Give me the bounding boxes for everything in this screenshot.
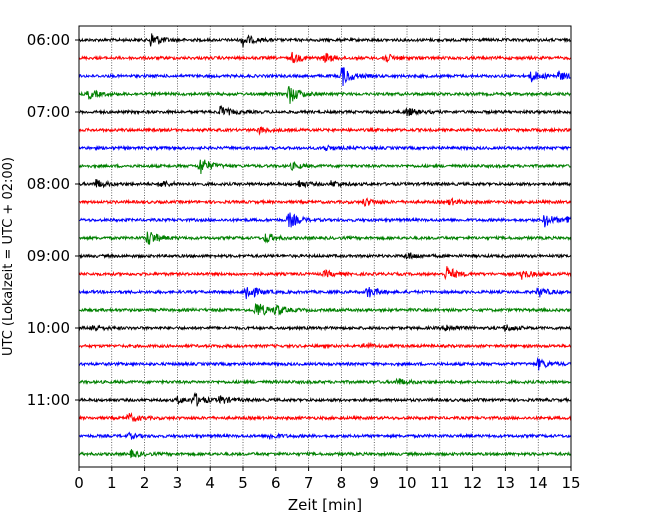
trace-line — [78, 324, 572, 332]
trace-line — [78, 212, 572, 228]
trace-line — [78, 144, 572, 152]
trace-line — [78, 412, 572, 423]
x-tick-label: 5 — [238, 474, 248, 492]
trace-line — [78, 33, 572, 48]
trace-line — [78, 178, 572, 189]
x-tick-label: 9 — [369, 474, 379, 492]
y-tick-label: 07:00 — [27, 103, 70, 121]
x-tick-label: 14 — [529, 474, 548, 492]
y-tick-label: 06:00 — [27, 31, 70, 49]
trace-line — [78, 85, 572, 104]
x-tick-label: 11 — [430, 474, 449, 492]
x-axis-ticks: 0 1 2 3 4 5 6 7 8 9 10 11 12 13 14 15 — [74, 467, 581, 492]
trace-line — [78, 252, 572, 260]
y-tick-label: 09:00 — [27, 247, 70, 265]
y-axis-label: UTC (Lokalzeit = UTC + 02:00) — [1, 157, 16, 356]
y-axis-ticks: 06:00 07:00 08:00 09:00 10:00 11:00 — [27, 31, 79, 409]
trace-line — [78, 104, 572, 117]
x-tick-label: 6 — [271, 474, 281, 492]
x-tick-label: 15 — [561, 474, 580, 492]
trace-line — [78, 159, 572, 175]
x-tick-label: 0 — [74, 474, 84, 492]
x-tick-label: 8 — [337, 474, 347, 492]
trace-line — [78, 51, 572, 64]
x-tick-label: 3 — [173, 474, 183, 492]
y-tick-label: 08:00 — [27, 175, 70, 193]
x-tick-label: 7 — [304, 474, 314, 492]
trace-line — [78, 125, 572, 136]
trace-line — [78, 449, 572, 459]
plot-frame — [78, 25, 572, 468]
x-tick-label: 13 — [496, 474, 515, 492]
x-tick-label: 2 — [140, 474, 150, 492]
y-tick-label: 10:00 — [27, 319, 70, 337]
x-tick-label: 12 — [463, 474, 482, 492]
trace-line — [78, 67, 572, 86]
trace-line — [78, 286, 572, 300]
trace-line — [78, 356, 572, 371]
x-tick-label: 1 — [107, 474, 117, 492]
x-tick-label: 10 — [397, 474, 416, 492]
y-tick-label: 11:00 — [27, 391, 70, 409]
x-tick-label: 4 — [205, 474, 215, 492]
trace-line — [78, 377, 572, 386]
trace-line — [78, 231, 572, 245]
trace-line — [78, 391, 572, 407]
trace-line — [78, 303, 572, 316]
trace-line — [78, 341, 572, 350]
trace-line — [78, 197, 572, 207]
trace-line — [78, 431, 572, 441]
trace-series-group — [78, 33, 572, 459]
trace-line — [78, 266, 572, 281]
x-axis-label: Zeit [min] — [288, 496, 362, 514]
